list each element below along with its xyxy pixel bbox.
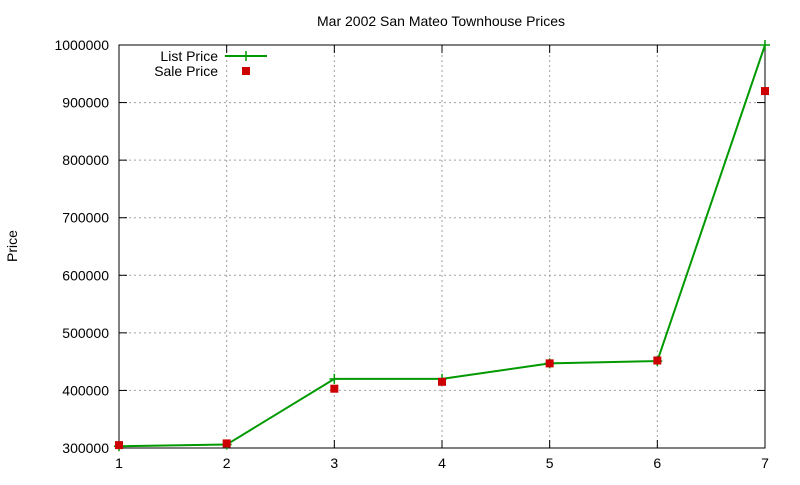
y-axis-label: Price: [4, 230, 20, 262]
legend-marker: [241, 51, 251, 61]
sale-price-point: [653, 356, 662, 365]
sale-price-point: [761, 87, 769, 96]
sale-price-point: [545, 359, 554, 368]
y-tick-label: 300000: [62, 440, 109, 456]
x-tick-label: 6: [653, 455, 661, 471]
sale-price-point: [438, 377, 446, 386]
series: [114, 40, 770, 452]
legend-label: List Price: [160, 48, 218, 64]
x-tick-label: 1: [115, 455, 123, 471]
x-tick-label: 7: [761, 455, 769, 471]
y-tick-label: 800000: [62, 152, 109, 168]
y-tick-label: 400000: [62, 382, 109, 398]
legend-label: Sale Price: [154, 63, 218, 79]
x-tick-label: 2: [223, 455, 231, 471]
sale-price-point: [222, 439, 231, 448]
sale-price-point: [115, 441, 123, 450]
y-tick-label: 1000000: [54, 37, 109, 53]
y-tick-label: 600000: [62, 267, 109, 283]
y-tick-label: 500000: [62, 325, 109, 341]
y-tick-label: 700000: [62, 210, 109, 226]
legend-item-list-price: List Price: [160, 48, 267, 64]
ticks: 300000 400000 500000 600000 700000 800000 9000…: [54, 37, 769, 471]
list-price-point: [760, 40, 770, 50]
list-price-point: [329, 373, 340, 384]
y-tick-label: 900000: [62, 95, 109, 111]
x-tick-label: 5: [546, 455, 554, 471]
x-tick-label: 3: [330, 455, 338, 471]
legend-item-sale-price: Sale Price: [154, 63, 250, 79]
sale-price-point: [330, 384, 339, 393]
x-tick-label: 4: [438, 455, 446, 471]
legend-marker: [242, 67, 250, 75]
sale-price-series: [115, 87, 769, 450]
chart-title: Mar 2002 San Mateo Townhouse Prices: [317, 13, 565, 29]
